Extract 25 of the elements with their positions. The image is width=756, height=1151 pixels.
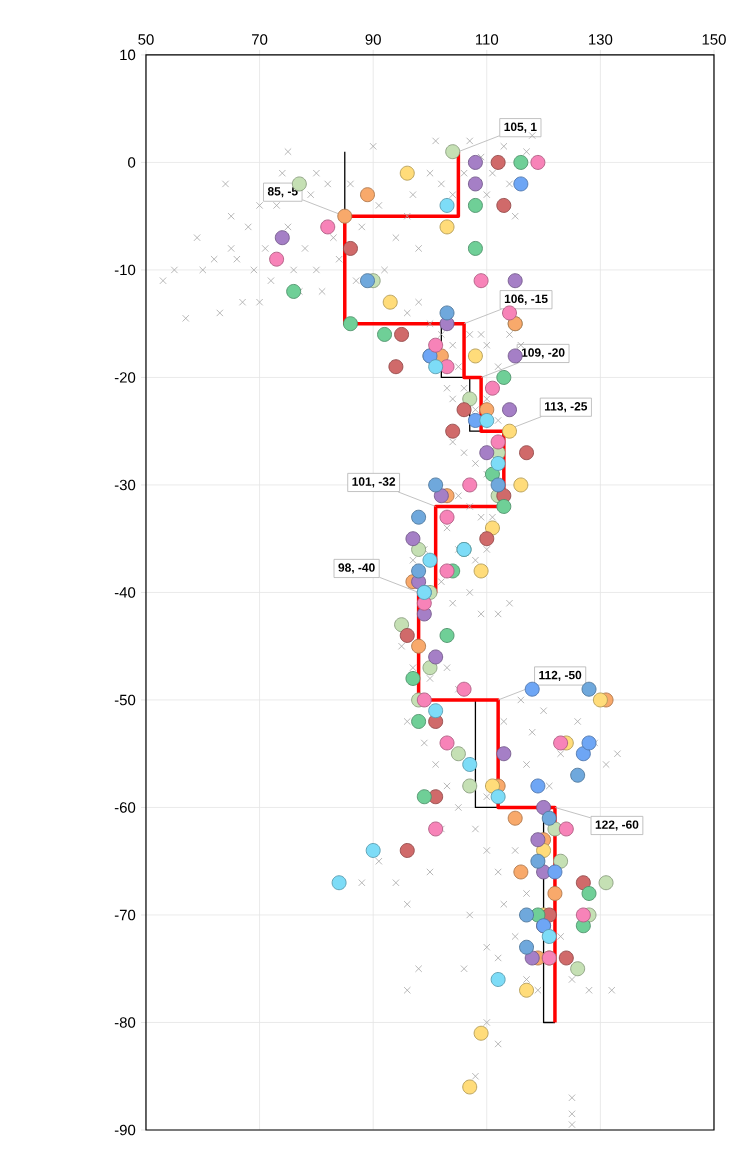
y-tick-label: -90 — [114, 1124, 136, 1136]
x-tick-label: 130 — [589, 34, 613, 45]
y-tick-label: 10 — [120, 49, 136, 61]
x-tick-label: 70 — [252, 34, 268, 45]
y-tick-label: -60 — [114, 802, 136, 813]
y-tick-label: -20 — [114, 372, 136, 383]
y-tick-label: -80 — [114, 1017, 136, 1028]
annotation: 113, -25 — [544, 402, 588, 413]
y-tick-label: -40 — [114, 587, 136, 598]
annotation: 98, -40 — [338, 563, 375, 574]
annotation: 122, -60 — [595, 820, 639, 831]
annotation: 112, -50 — [539, 670, 582, 682]
annotation: 105, 1 — [504, 122, 537, 133]
annotation: 109, -20 — [521, 348, 565, 359]
y-tick-label: -70 — [114, 909, 136, 921]
annotation: 106, -15 — [504, 294, 548, 305]
annotation: 101, -32 — [352, 477, 396, 488]
x-tick-label: 50 — [138, 34, 154, 45]
x-tick-label: 110 — [476, 34, 499, 45]
y-tick-label: -50 — [114, 694, 136, 706]
y-tick-label: -30 — [114, 479, 136, 491]
y-tick-label: 0 — [128, 157, 136, 168]
x-tick-label: 90 — [365, 34, 381, 45]
y-tick-label: -10 — [114, 264, 136, 276]
x-tick-label: 150 — [702, 34, 726, 45]
